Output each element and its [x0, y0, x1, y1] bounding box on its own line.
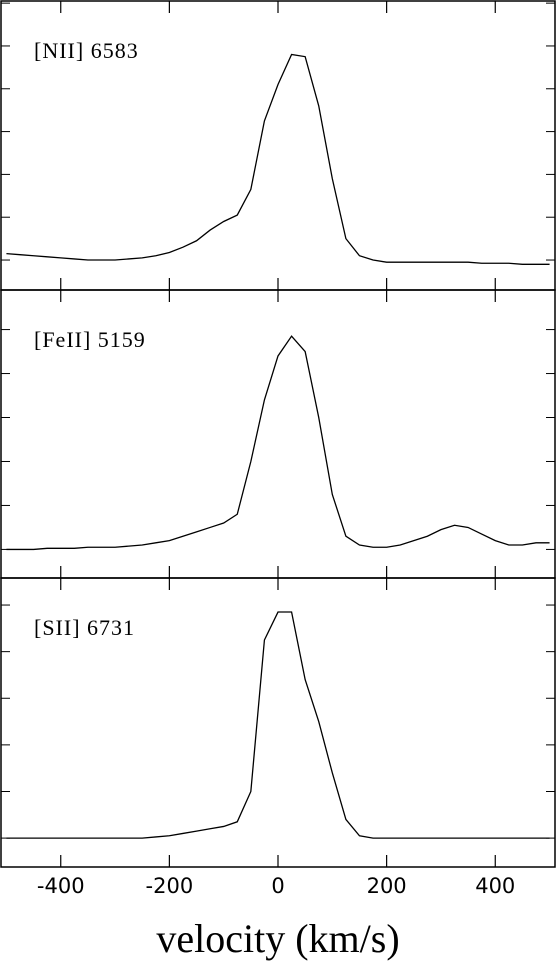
x-tick-label: -200 [146, 874, 194, 898]
line-label: [NII] 6583 [34, 38, 139, 63]
x-tick-label: 200 [367, 874, 407, 898]
line-profile [6, 335, 550, 551]
line-profile [6, 611, 550, 839]
x-axis-label: velocity (km/s) [156, 916, 399, 961]
line-label: [SII] 6731 [34, 615, 135, 640]
x-tick-label: 0 [271, 874, 284, 898]
x-tick-label: 400 [475, 874, 515, 898]
line-label: [FeII] 5159 [34, 327, 146, 352]
line-profile [6, 53, 550, 265]
x-tick-label: -400 [37, 874, 85, 898]
